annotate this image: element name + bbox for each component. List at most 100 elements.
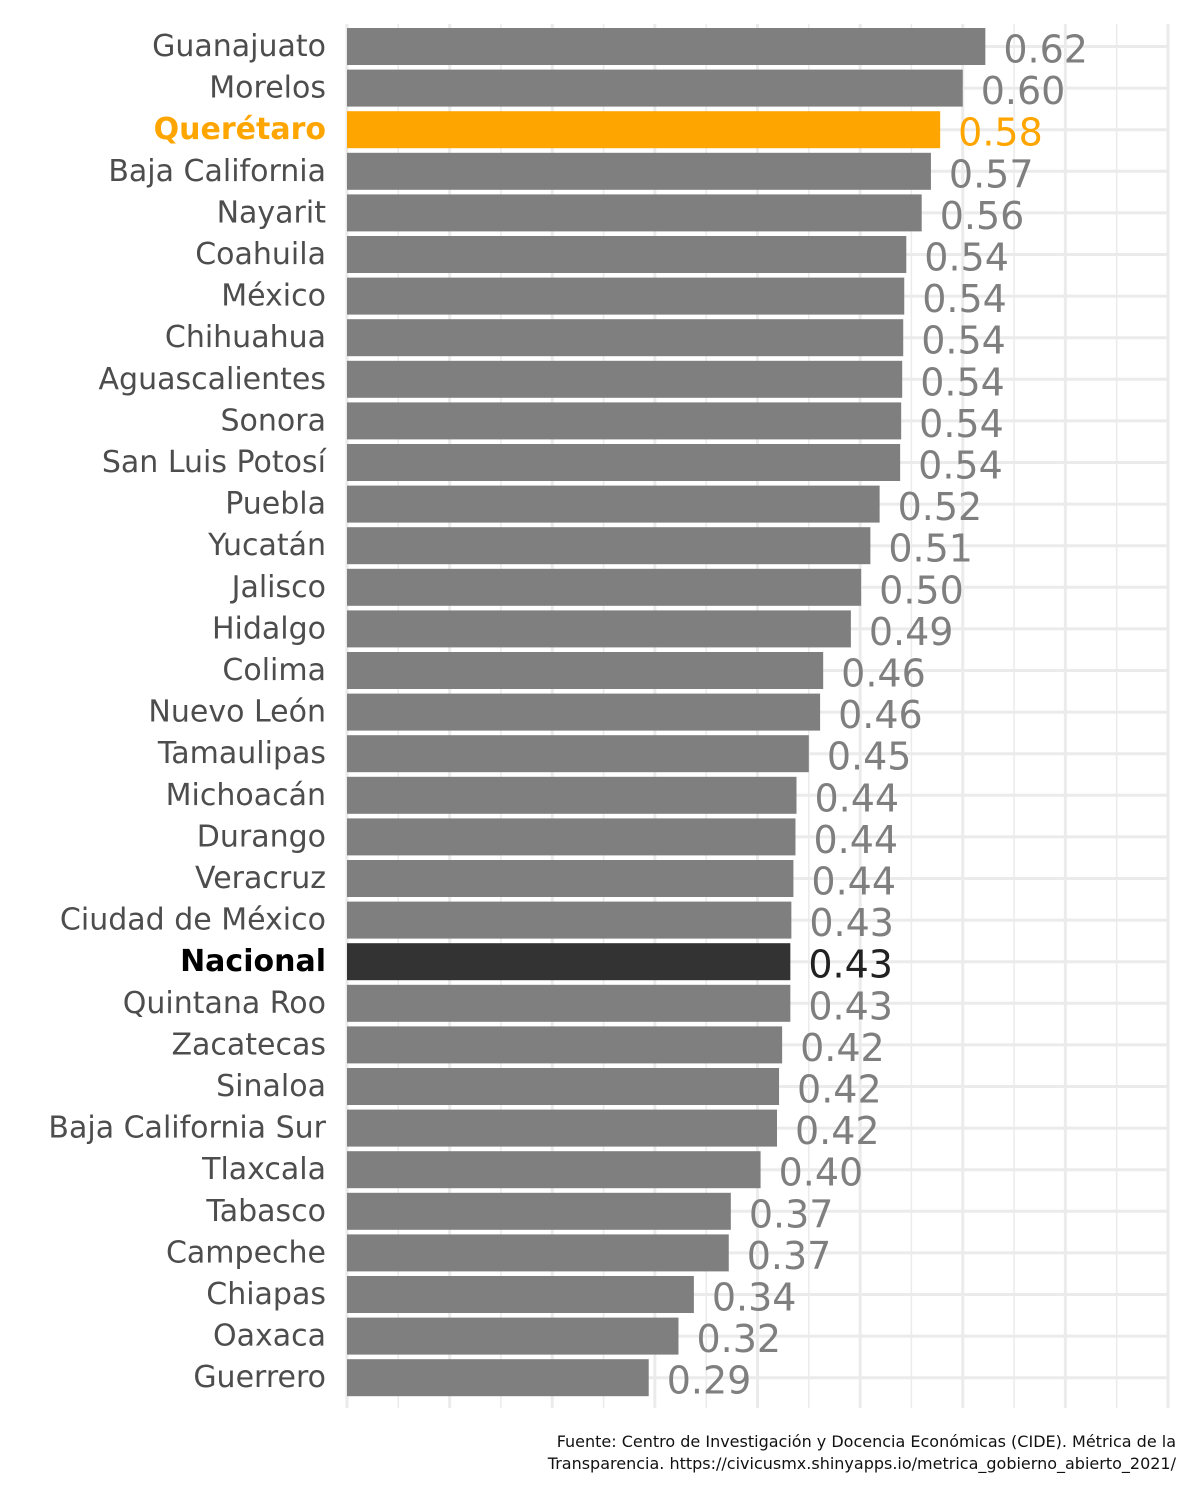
category-label: Aguascalientes xyxy=(99,362,326,397)
value-label: 0.32 xyxy=(696,1317,781,1361)
value-label: 0.54 xyxy=(919,402,1004,446)
bar xyxy=(347,984,791,1022)
category-label: Michoacán xyxy=(166,778,326,813)
category-label: Quintana Roo xyxy=(123,986,326,1021)
bar xyxy=(347,735,809,773)
bar xyxy=(347,360,903,398)
value-label: 0.43 xyxy=(808,984,893,1028)
category-label: Nuevo León xyxy=(148,695,326,730)
bar xyxy=(347,527,871,565)
bar xyxy=(347,818,796,856)
category-label: Sonora xyxy=(221,403,326,438)
category-label: Durango xyxy=(197,819,326,854)
bar xyxy=(347,568,862,606)
value-label: 0.46 xyxy=(838,693,923,737)
category-label: Zacatecas xyxy=(171,1027,326,1062)
category-label: Oaxaca xyxy=(213,1319,326,1354)
bar xyxy=(347,860,794,897)
category-label: Puebla xyxy=(225,487,326,522)
category-label: Campeche xyxy=(166,1235,326,1270)
category-label: Tlaxcala xyxy=(201,1152,326,1187)
category-label: Chihuahua xyxy=(165,320,326,355)
value-label: 0.50 xyxy=(879,568,964,612)
category-label: Querétaro xyxy=(154,112,326,147)
bar xyxy=(347,1276,694,1313)
value-label: 0.57 xyxy=(949,152,1034,196)
bar xyxy=(347,1026,783,1064)
category-label: Yucatán xyxy=(207,528,326,563)
value-label: 0.43 xyxy=(808,943,893,987)
value-label: 0.58 xyxy=(958,111,1043,155)
value-label: 0.42 xyxy=(800,1026,885,1070)
bar xyxy=(347,319,904,357)
value-label: 0.29 xyxy=(667,1359,752,1403)
value-label: 0.45 xyxy=(827,735,912,779)
value-label: 0.54 xyxy=(920,360,1005,404)
value-label: 0.54 xyxy=(918,444,1003,488)
value-label: 0.42 xyxy=(795,1109,880,1153)
category-label: Guerrero xyxy=(193,1360,326,1395)
value-label: 0.52 xyxy=(898,485,983,529)
bar xyxy=(347,152,931,190)
category-label: Tabasco xyxy=(205,1194,326,1229)
value-label: 0.44 xyxy=(814,776,899,820)
category-label: México xyxy=(221,279,326,314)
value-label: 0.51 xyxy=(888,527,973,571)
bar xyxy=(347,402,902,440)
bar xyxy=(347,28,986,65)
category-label: Baja California Sur xyxy=(48,1111,326,1146)
category-labels: Guanajuato Morelos Querétaro Baja Californi… xyxy=(48,29,327,1395)
value-label: 0.60 xyxy=(981,69,1066,113)
category-label: Sinaloa xyxy=(216,1069,326,1104)
value-label: 0.37 xyxy=(747,1234,832,1278)
bar xyxy=(347,776,797,814)
category-label: Colima xyxy=(222,653,326,688)
bar xyxy=(347,610,851,648)
category-label: Veracruz xyxy=(195,861,326,896)
value-label: 0.34 xyxy=(712,1276,797,1320)
bar xyxy=(347,901,792,939)
category-label: Baja California xyxy=(108,154,326,189)
value-label: 0.42 xyxy=(797,1068,882,1112)
value-label: 0.40 xyxy=(779,1151,864,1195)
value-label: 0.54 xyxy=(922,277,1007,321)
bar xyxy=(347,1359,649,1397)
bar xyxy=(347,236,907,273)
bar xyxy=(347,652,824,689)
value-label: 0.46 xyxy=(841,652,926,696)
category-label: Morelos xyxy=(209,71,326,106)
value-label: 0.54 xyxy=(921,319,1006,363)
bar xyxy=(347,485,880,523)
category-label: Nacional xyxy=(180,944,326,979)
value-label: 0.49 xyxy=(869,610,954,654)
bar xyxy=(347,1192,731,1230)
category-label: Guanajuato xyxy=(152,29,326,64)
category-label: Jalisco xyxy=(230,570,326,605)
source-caption: Fuente: Centro de Investigación y Docenc… xyxy=(276,1431,1176,1475)
bar xyxy=(347,693,821,731)
value-label: 0.44 xyxy=(813,818,898,862)
category-label: Nayarit xyxy=(217,195,327,230)
category-label: Ciudad de México xyxy=(60,903,326,938)
category-label: San Luis Potosí xyxy=(102,445,328,480)
bar xyxy=(347,444,901,481)
value-label: 0.44 xyxy=(811,860,896,904)
bar xyxy=(347,1151,761,1189)
caption-line-1: Fuente: Centro de Investigación y Docenc… xyxy=(556,1432,1176,1451)
bar xyxy=(347,1109,777,1147)
value-label: 0.56 xyxy=(940,194,1025,238)
value-label: 0.43 xyxy=(809,901,894,945)
category-label: Coahuila xyxy=(195,237,326,272)
bar-chart: Guanajuato Morelos Querétaro Baja Californi… xyxy=(48,24,1170,1408)
bar xyxy=(347,943,791,981)
bar xyxy=(347,1317,679,1355)
category-label: Hidalgo xyxy=(212,611,326,646)
bars xyxy=(347,28,986,1397)
value-label: 0.62 xyxy=(1003,28,1088,72)
caption-line-2: Transparencia. https://civicusmx.shinyap… xyxy=(547,1454,1176,1473)
bar xyxy=(347,69,963,107)
value-label: 0.54 xyxy=(924,236,1009,280)
bar xyxy=(347,1234,729,1272)
bar xyxy=(347,1068,780,1105)
category-label: Chiapas xyxy=(206,1277,326,1312)
